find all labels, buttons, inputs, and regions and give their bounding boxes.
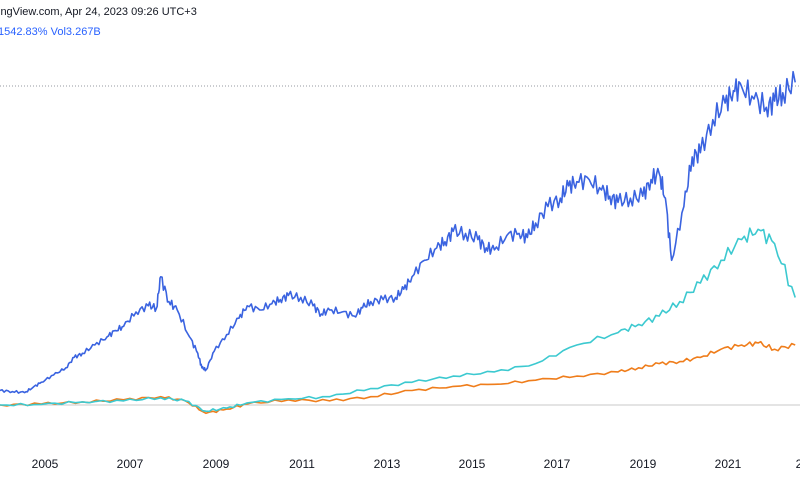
x-tick-label: 2013 [374, 457, 401, 471]
legend-row: 1542.83% Vol3.267B [0, 26, 101, 38]
series-line-cyan [0, 227, 796, 413]
x-tick-label: 2 [796, 457, 800, 471]
source-timestamp: ingView.com, Apr 24, 2023 09:26 UTC+3 [0, 6, 197, 18]
chart-header: ingView.com, Apr 24, 2023 09:26 UTC+3 15… [0, 4, 800, 44]
volume-value: 3.267B [65, 26, 101, 38]
x-tick-label: 2007 [117, 457, 144, 471]
volume-label: Vol [50, 26, 66, 38]
series-line-orange [0, 340, 796, 415]
series-line-blue [0, 70, 796, 394]
x-tick-label: 2019 [630, 457, 657, 471]
change-percent: 1542.83% [0, 26, 48, 38]
x-tick-label: 2009 [203, 457, 230, 471]
x-tick-label: 2011 [289, 457, 315, 471]
x-tick-label: 2021 [715, 457, 742, 471]
x-tick-label: 2005 [32, 457, 59, 471]
x-tick-label: 2017 [544, 457, 571, 471]
x-tick-label: 2015 [459, 457, 486, 471]
